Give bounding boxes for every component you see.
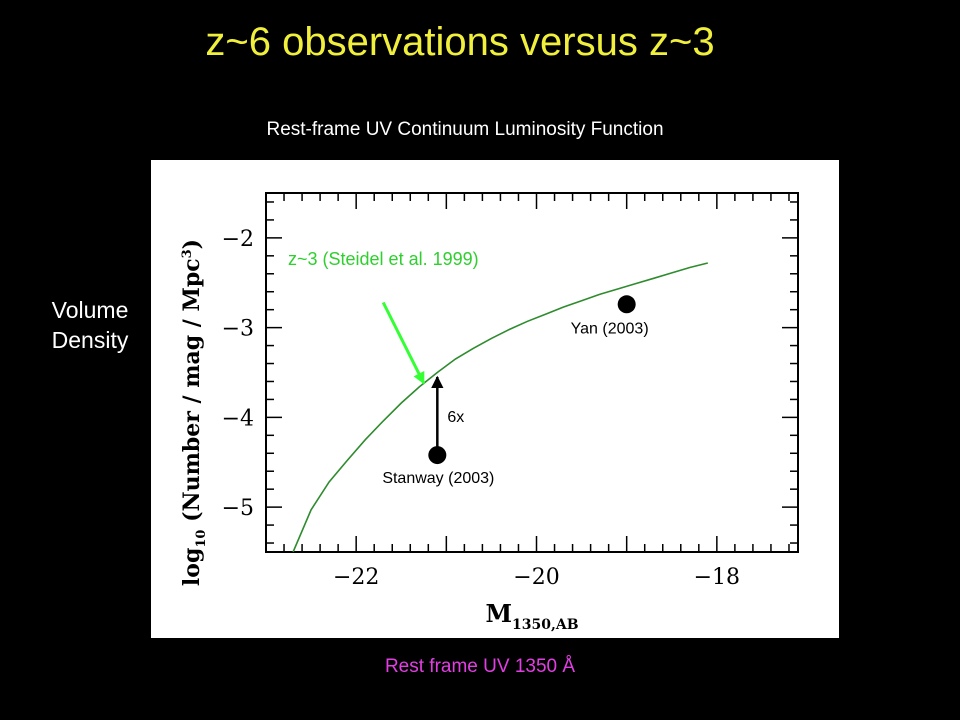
plot-frame (265, 192, 799, 553)
point-label-stanway: Stanway (2003) (382, 470, 494, 487)
factor-label: 6x (447, 409, 464, 426)
point-yan (617, 295, 636, 314)
x-tick-label: −18 (694, 565, 740, 590)
series-line-steidel (292, 262, 708, 552)
side-label-line1: Volume (51, 297, 129, 323)
y-tick-label: −4 (222, 406, 254, 431)
side-label: Volume Density (30, 295, 150, 355)
point-label-yan: Yan (2003) (571, 320, 649, 337)
bottom-label: Rest frame UV 1350 Å (384, 656, 576, 677)
luminosity-function-chart: −22 −20 −18 −2 −3 −4 −5 M1350,AB log10 (Number /… (179, 192, 799, 633)
chart-subtitle: Rest-frame UV Continuum Luminosity Funct… (266, 119, 664, 140)
pointer-arrow (381, 301, 426, 385)
point-stanway (428, 446, 447, 465)
side-label-line2: Density (51, 327, 129, 353)
x-tick-label: −20 (513, 565, 559, 590)
plot-panel: −22 −20 −18 −2 −3 −4 −5 M1350,AB log10 (Number /… (151, 160, 839, 638)
slide-title: z~6 observations versus z~3 (205, 20, 715, 64)
y-tick-label: −2 (222, 227, 254, 252)
x-tick-label: −22 (333, 565, 379, 590)
curve-label: z~3 (Steidel et al. 1999) (288, 249, 479, 269)
y-tick-label: −3 (222, 317, 254, 342)
y-axis-label: log10 (Number / mag / Mpc3) (179, 239, 209, 586)
x-axis-label: M1350,AB (485, 599, 578, 633)
y-tick-label: −5 (222, 496, 254, 521)
